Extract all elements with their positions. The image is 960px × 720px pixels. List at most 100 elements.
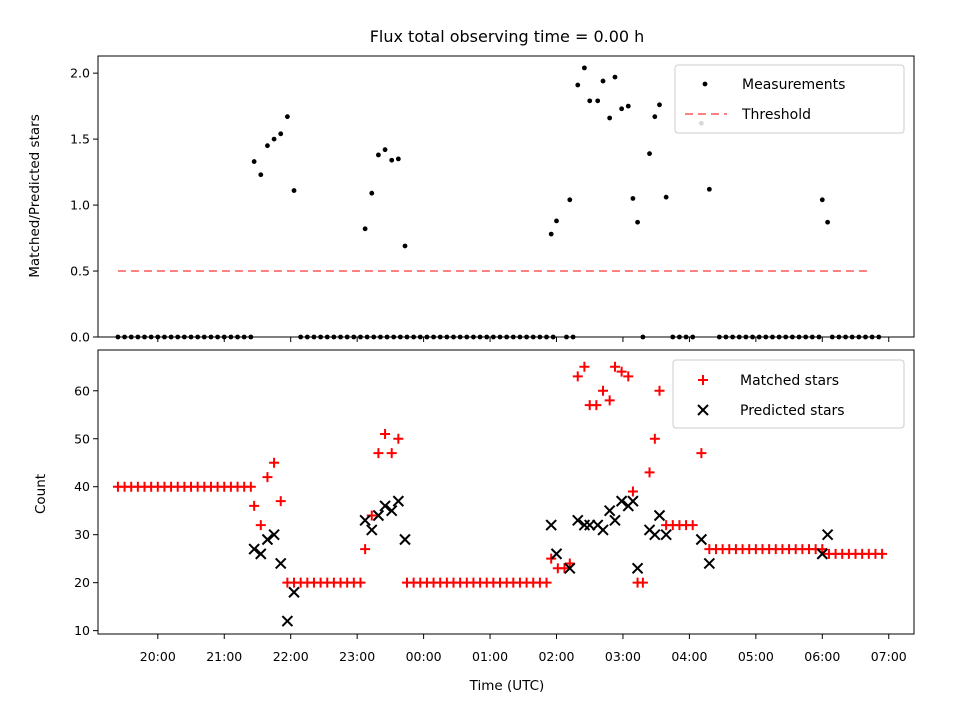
predicted-star-marker: [545, 519, 557, 531]
measurement-point: [825, 219, 831, 225]
measurement-point: [362, 226, 368, 232]
measurement-point: [647, 151, 652, 157]
top-panel: 0.00.51.01.52.0 Matched/Predicted stars …: [27, 55, 915, 345]
measurement-point: [625, 103, 631, 109]
predicted-star-marker: [399, 533, 411, 546]
measurement-point: [612, 74, 618, 80]
x-tick-label: 04:00: [671, 649, 707, 664]
predicted-star-marker: [268, 528, 280, 541]
matched-star-marker: [559, 563, 570, 574]
predicted-star-marker: [703, 557, 716, 570]
bottom-plot-frame: [97, 349, 915, 635]
measurement-point: [582, 65, 587, 71]
matched-star-marker: [604, 395, 615, 406]
measurement-point: [630, 196, 636, 201]
predicted-star-marker: [359, 514, 371, 527]
predicted-star-marker: [379, 500, 391, 512]
predicted-star-marker: [631, 562, 644, 574]
measurement-point: [587, 98, 593, 104]
matched-star-marker: [269, 457, 280, 468]
measurement-point: [395, 156, 401, 162]
x-tick-label: 06:00: [804, 649, 840, 664]
predicted-star-marker: [627, 495, 639, 507]
matched-star-marker: [249, 500, 260, 511]
predicted-star-marker: [816, 548, 829, 560]
bottom-y-tick-label: 30: [74, 527, 90, 542]
top-y-axis-ticks: 0.0 0.5 1.0 1.5 2.0: [70, 66, 98, 345]
measurement-point: [554, 218, 559, 224]
predicted-star-marker: [255, 548, 267, 560]
measurement-point: [607, 115, 613, 121]
measurement-point: [376, 152, 381, 158]
bottom-x-axis-ticks: 20:00 21:00 22:00 23:00 00:00 01:00 02:00 03:00…: [140, 634, 907, 664]
legend-predicted-label: Predicted stars: [740, 403, 845, 419]
predicted-star-marker: [385, 505, 398, 517]
predicted-star-marker: [261, 533, 274, 546]
top-plot-frame: [97, 55, 915, 338]
measurement-point: [291, 188, 297, 193]
top-y-tick-label: 0.0: [70, 330, 90, 345]
measurement-point: [663, 194, 669, 200]
measurement-point: [595, 98, 601, 104]
measurement-point: [369, 190, 375, 196]
measurement-point: [251, 159, 257, 164]
legend-measurements-marker: [702, 81, 708, 87]
measurement-point: [258, 172, 264, 178]
bottom-y-tick-label: 50: [74, 431, 90, 446]
bottom-y-tick-label: 20: [74, 575, 90, 590]
top-y-tick-label: 1.0: [70, 198, 90, 213]
matched-star-marker: [627, 486, 638, 497]
matched-star-marker: [275, 496, 286, 507]
legend-measurements-label: Measurements: [742, 77, 845, 93]
x-tick-label: 02:00: [538, 649, 574, 664]
measurement-point: [548, 231, 554, 237]
matched-star-marker: [687, 520, 698, 531]
measurement-point: [600, 78, 606, 84]
matched-star-marker: [817, 544, 828, 555]
matched-star-marker: [373, 448, 384, 459]
matched-star-marker: [616, 366, 627, 377]
x-tick-label: 23:00: [339, 649, 375, 664]
measurement-point: [389, 157, 395, 163]
x-tick-label: 00:00: [406, 649, 442, 664]
top-x-axis-ticks: [157, 337, 890, 342]
matched-star-marker: [360, 544, 371, 555]
matched-star-marker: [579, 361, 590, 372]
predicted-star-marker: [564, 562, 576, 574]
x-axis-label: Time (UTC): [469, 678, 545, 694]
bottom-legend-box: [672, 359, 905, 429]
predicted-star-marker: [248, 543, 260, 555]
predicted-star-marker: [603, 505, 616, 517]
predicted-star-marker: [550, 548, 563, 560]
bottom-y-axis-label: Count: [33, 474, 49, 514]
x-tick-label: 05:00: [738, 649, 774, 664]
matched-star-marker: [654, 385, 665, 396]
matched-star-marker: [546, 553, 557, 564]
bottom-legend: Matched stars Predicted stars: [672, 359, 905, 429]
matched-star-marker: [380, 428, 391, 439]
bottom-y-tick-label: 40: [74, 479, 90, 494]
predicted-star-marker: [615, 495, 628, 507]
top-legend-box: [674, 64, 905, 134]
x-tick-label: 20:00: [140, 649, 176, 664]
matched-star-marker: [609, 361, 620, 372]
predicted-star-marker: [392, 495, 405, 507]
top-y-axis-label: Matched/Predicted stars: [27, 114, 43, 277]
measurement-point: [575, 82, 581, 88]
x-tick-label: 01:00: [472, 649, 508, 664]
matched-star-marker: [877, 548, 888, 559]
measurement-point: [657, 102, 662, 108]
matched-star-marker: [366, 510, 377, 521]
matched-star-marker: [598, 385, 609, 396]
measurement-point: [284, 114, 290, 120]
matched-star-marker: [591, 400, 602, 411]
measurement-point: [706, 186, 712, 192]
predicted-star-marker: [597, 524, 609, 536]
matched-star-marker: [564, 558, 575, 569]
bottom-y-tick-label: 60: [74, 383, 90, 398]
predicted-star-marker: [372, 509, 385, 522]
matched-star-marker: [393, 433, 404, 444]
predicted-star-marker: [366, 524, 378, 536]
measurement-point: [271, 136, 277, 142]
predicted-star-marker: [281, 615, 294, 627]
